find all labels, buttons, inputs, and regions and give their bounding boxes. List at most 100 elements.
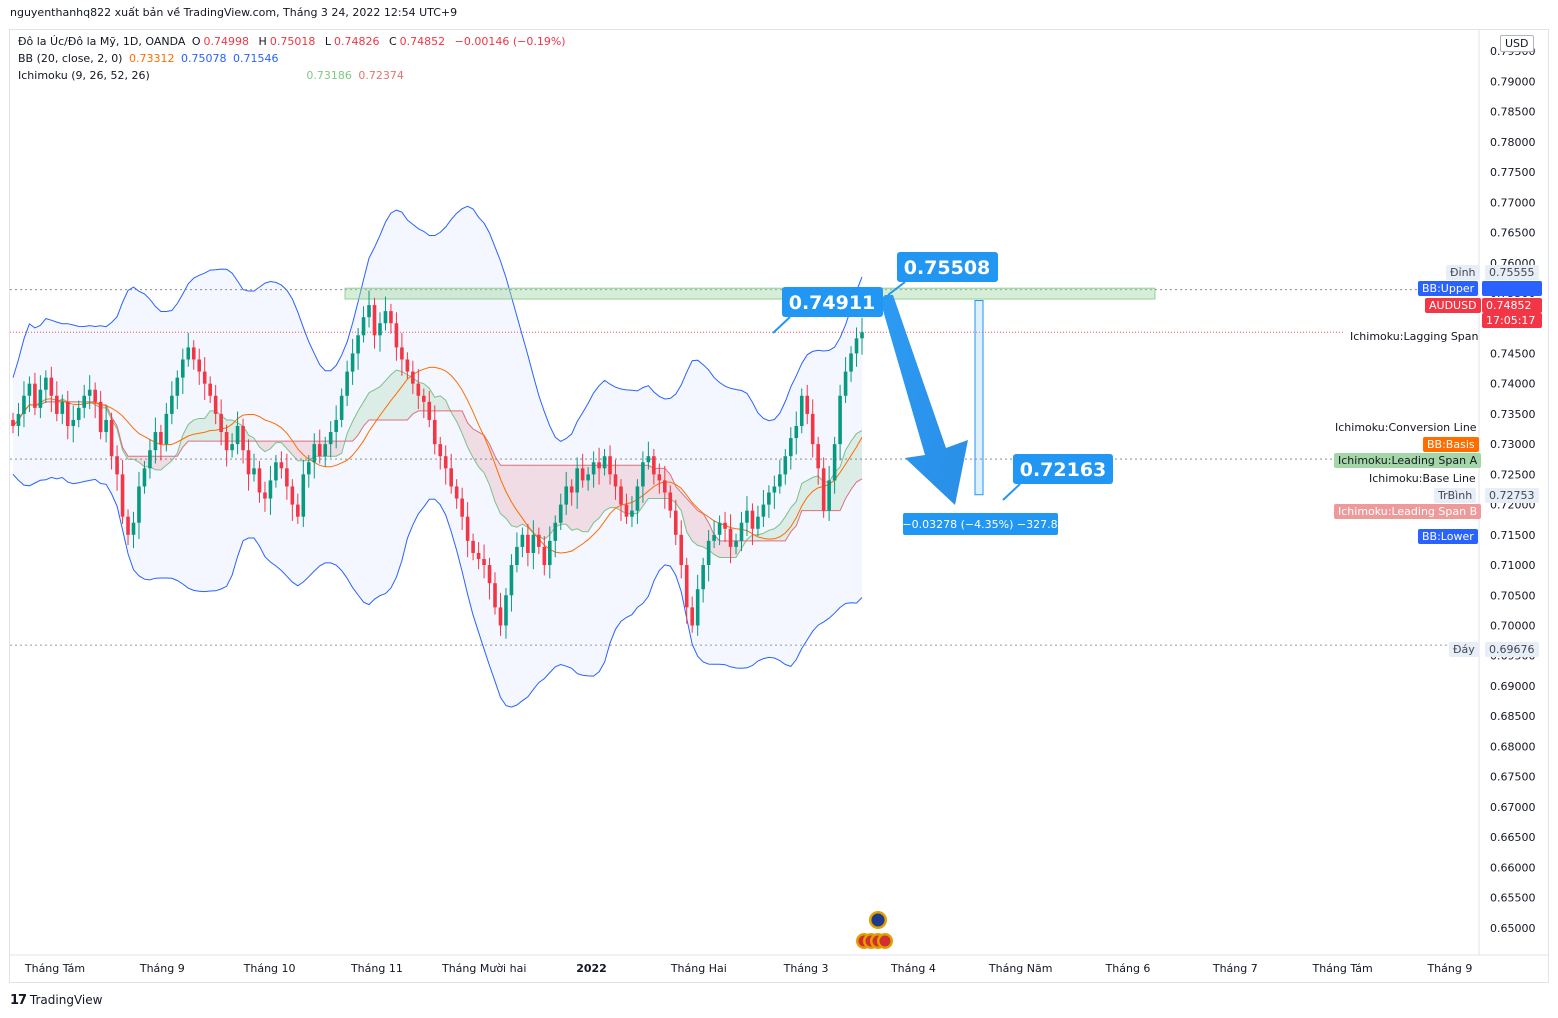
callout-3: 0.72163: [1002, 454, 1113, 501]
candle-55: [312, 433, 317, 479]
candle-body-81: [454, 486, 459, 499]
candle-body-42: [241, 425, 245, 451]
candle-24: [142, 461, 147, 494]
chart-frame[interactable]: [9, 29, 1549, 983]
cloud-segment-109: [604, 465, 611, 511]
cloud-segment-155: [856, 430, 862, 482]
candle-body-70: [394, 323, 399, 348]
currency-badge[interactable]: USD: [1500, 35, 1534, 52]
cloud-segment-140: [774, 524, 780, 541]
callout-2-box: [897, 252, 998, 282]
candle-141: [783, 448, 788, 485]
candle-12: [76, 400, 81, 428]
candle-body-27: [159, 432, 163, 445]
bb-legend[interactable]: BB (20, close, 2, 0) 0.73312 0.75078 0.7…: [18, 52, 281, 65]
symbol-price-tag: 0.74852: [1482, 298, 1542, 313]
candle-40: [230, 433, 234, 458]
cloud-segment-85: [473, 429, 479, 467]
callout-1-pointer: [772, 316, 791, 334]
candle-body-155: [860, 332, 864, 339]
cloud-segment-71: [396, 370, 402, 420]
candle-85: [476, 542, 481, 570]
candle-80: [449, 453, 453, 494]
candle-2: [22, 381, 26, 428]
candle-14: [87, 375, 92, 410]
candle-138: [767, 485, 771, 518]
candle-121: [673, 499, 678, 546]
price-tick-6: 0.76500: [1490, 227, 1536, 240]
candle-body-116: [646, 456, 651, 463]
candle-body-97: [542, 546, 547, 566]
candle-body-111: [619, 486, 623, 505]
candle-body-46: [263, 492, 267, 499]
candle-body-83: [465, 516, 470, 541]
candle-18: [109, 412, 114, 470]
candle-75: [422, 388, 426, 419]
candle-body-106: [591, 462, 596, 475]
cloud-segment-70: [390, 370, 397, 420]
candle-body-51: [290, 486, 295, 505]
resistance-zone: [344, 287, 1156, 300]
callout-1-text: 0.74911: [789, 292, 876, 314]
candle-body-112: [624, 504, 629, 517]
candle-98: [547, 526, 552, 579]
candle-78: [438, 436, 443, 470]
ichimoku-legend[interactable]: Ichimoku (9, 26, 52, 26) 0.73186 0.72374: [18, 69, 407, 82]
candle-body-55: [312, 444, 317, 463]
candle-45: [257, 461, 262, 503]
candle-33: [191, 340, 196, 370]
candle-body-35: [202, 371, 207, 384]
candle-body-23: [137, 486, 141, 523]
candle-8: [55, 381, 59, 422]
span-b-line: [12, 401, 863, 542]
candle-body-108: [602, 456, 607, 469]
candle-50: [285, 453, 289, 500]
candle-151: [838, 384, 842, 461]
candle-body-13: [82, 395, 87, 408]
cloud-segment-139: [768, 528, 775, 541]
candle-body-127: [706, 540, 711, 566]
candle-53: [301, 459, 306, 527]
cloud-segment-153: [845, 441, 852, 499]
price-tick-18: 0.70500: [1490, 589, 1536, 602]
candle-body-140: [778, 474, 782, 487]
candle-79: [443, 445, 448, 485]
candle-36: [208, 376, 212, 404]
candle-body-148: [821, 468, 826, 511]
candle-body-28: [164, 413, 169, 445]
cloud-segment-46: [259, 441, 265, 452]
candle-117: [652, 448, 656, 485]
price-tick-29: 0.65000: [1490, 922, 1536, 935]
candle-body-86: [482, 559, 486, 566]
candle-body-123: [684, 565, 689, 608]
candle-body-65: [367, 305, 371, 318]
candle-body-124: [690, 607, 694, 626]
callout-2-text: 0.75508: [904, 257, 991, 279]
candle-57: [323, 436, 328, 467]
measure-label-box: [903, 513, 1058, 535]
candle-38: [219, 399, 223, 446]
candle-body-132: [734, 540, 738, 547]
tradingview-logo[interactable]: 17 TradingView: [10, 993, 102, 1008]
candle-body-11: [71, 419, 76, 426]
candle-body-9: [60, 401, 65, 414]
candle-body-100: [558, 504, 563, 523]
candle-body-62: [350, 353, 355, 372]
cloud-segment-130: [719, 540, 726, 558]
cloud-segment-59: [330, 441, 337, 457]
candle-body-90: [504, 595, 508, 626]
candle-30: [175, 370, 180, 410]
candle-body-102: [569, 486, 574, 493]
close-label: C: [388, 35, 397, 48]
candle-body-54: [306, 462, 311, 475]
candle-4: [33, 372, 37, 416]
candle-142: [788, 427, 793, 470]
candle-134: [745, 496, 749, 537]
bb-fill: [13, 206, 862, 708]
cloud-segment-44: [248, 435, 255, 442]
candle-44: [252, 453, 256, 482]
cloud-segment-92: [511, 465, 517, 528]
candle-101: [564, 471, 569, 515]
